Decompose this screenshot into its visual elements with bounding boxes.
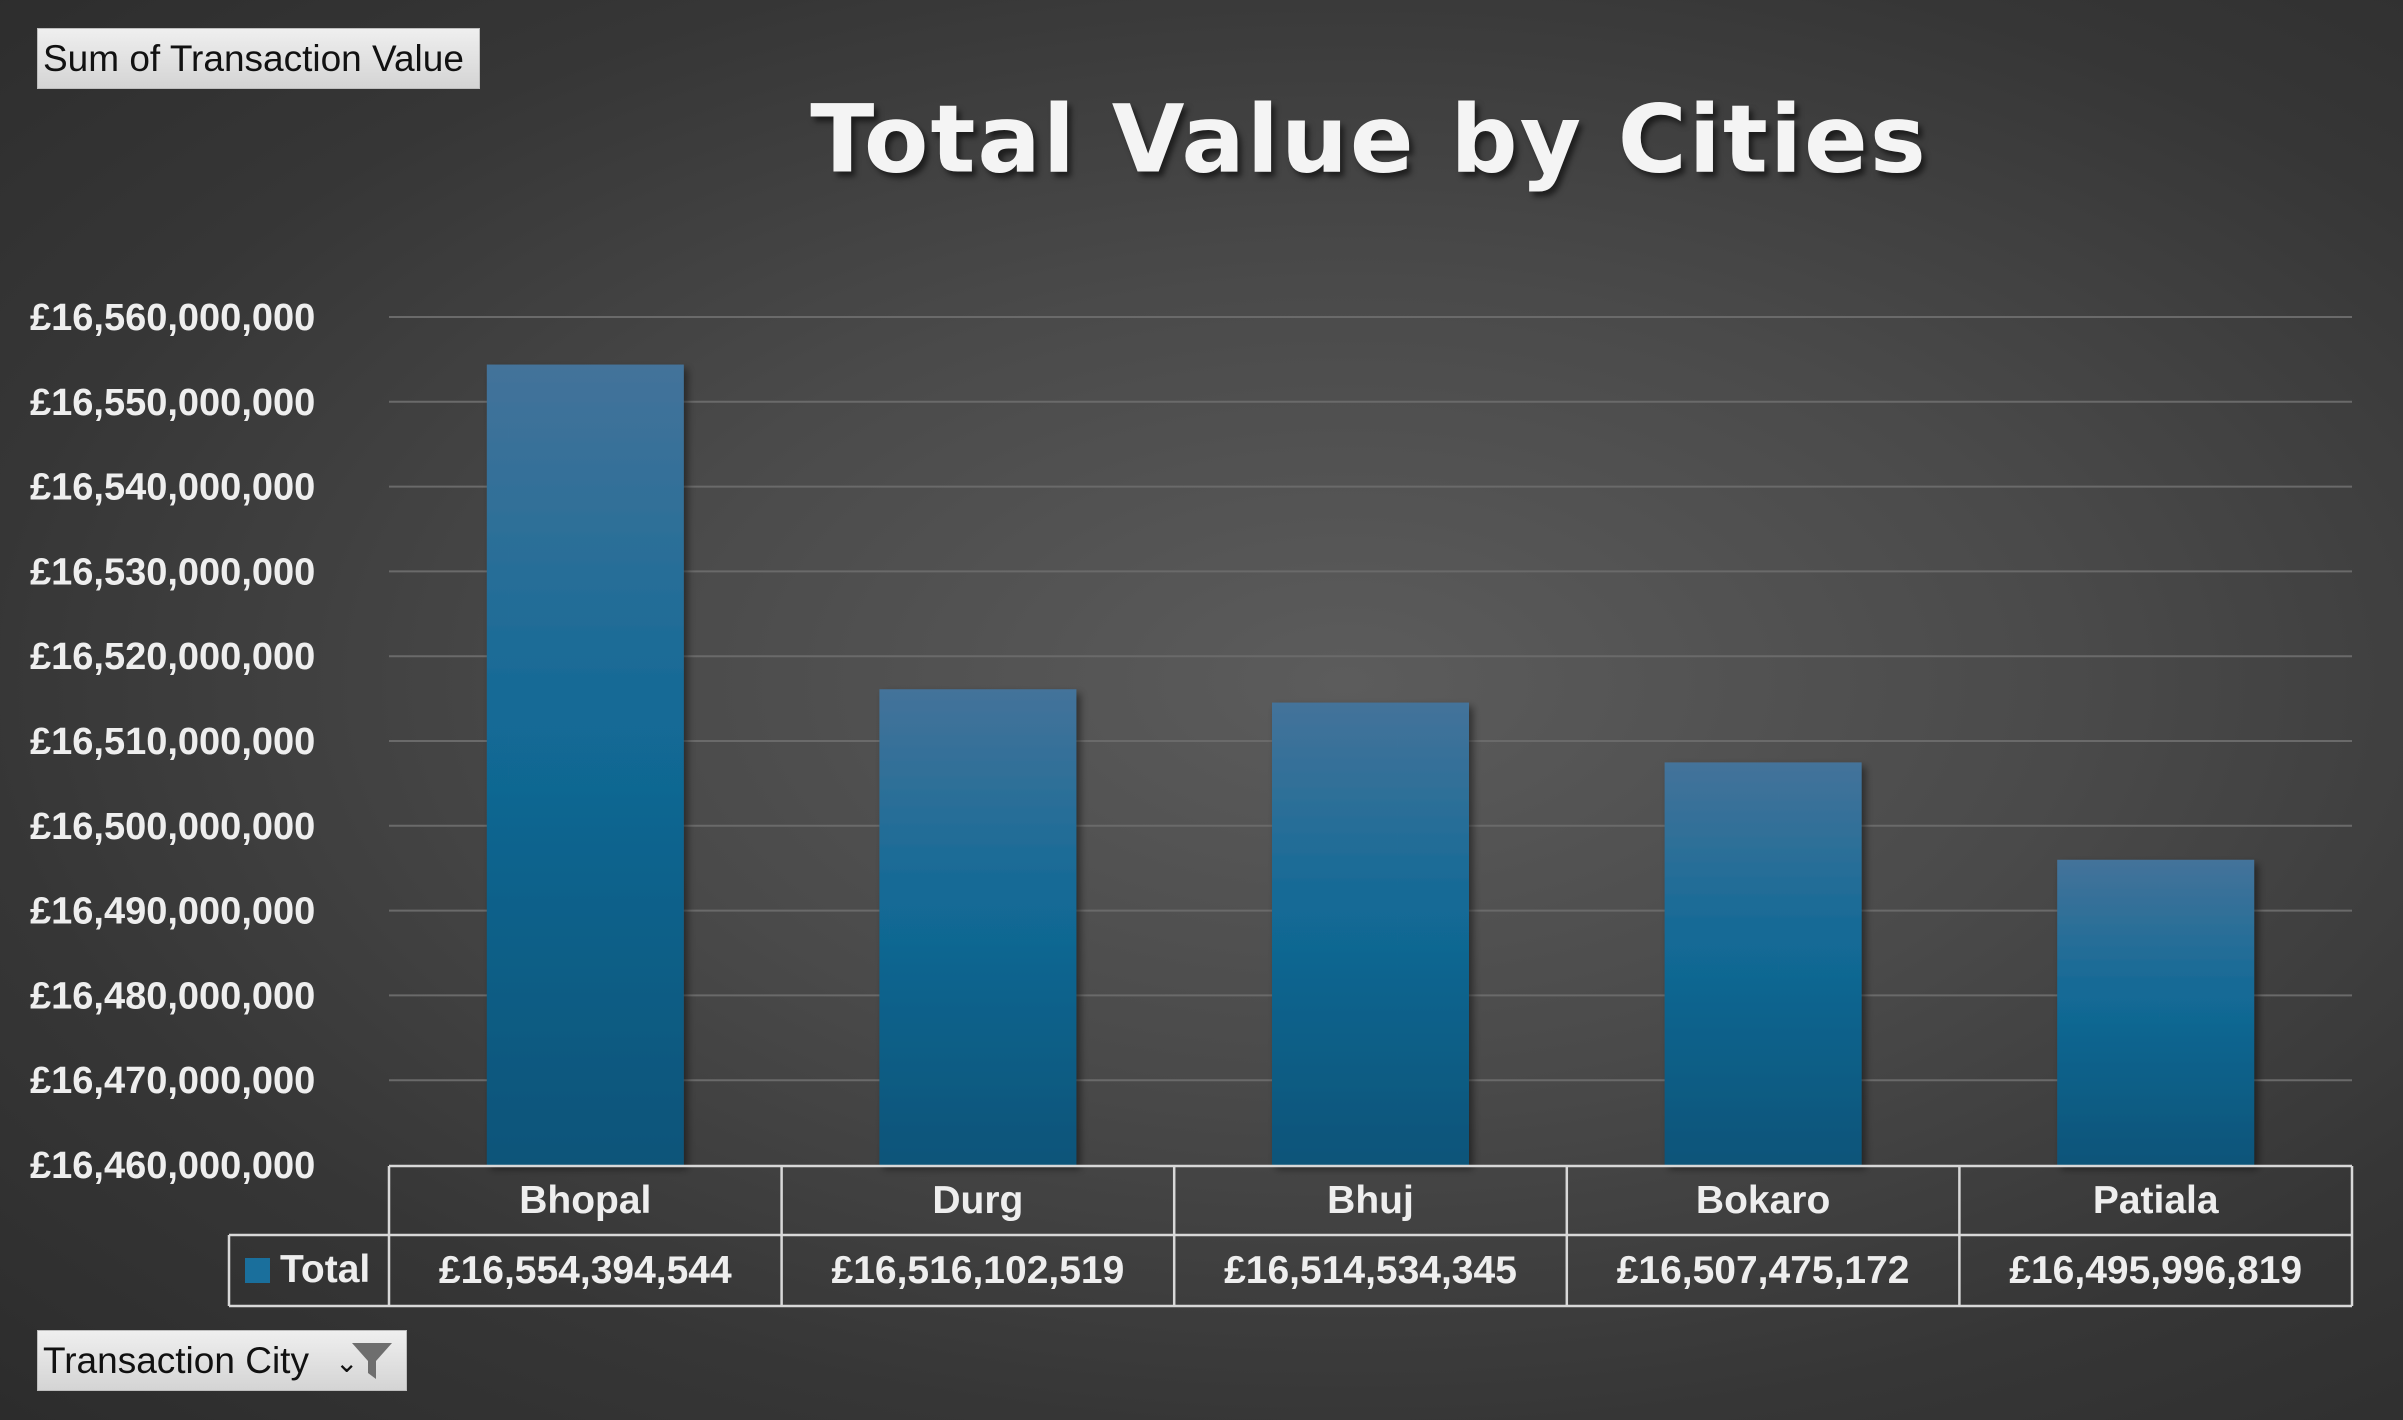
y-tick-label: £16,550,000,000 xyxy=(30,382,315,424)
value-field-button[interactable]: Sum of Transaction Value xyxy=(37,28,480,89)
value-field-label: Sum of Transaction Value xyxy=(43,37,464,79)
bar-bhopal xyxy=(486,364,684,1165)
legend-key xyxy=(245,1258,270,1283)
y-tick-label: £16,490,000,000 xyxy=(30,891,315,933)
dropdown-arrow-icon[interactable]: ⌄ xyxy=(335,1347,359,1378)
data-table-value: £16,516,102,519 xyxy=(832,1249,1125,1292)
series-name: Total xyxy=(280,1248,370,1291)
y-tick-label: £16,470,000,000 xyxy=(30,1060,315,1102)
category-label: Patiala xyxy=(2093,1179,2219,1222)
y-tick-label: £16,530,000,000 xyxy=(30,551,315,593)
data-table-value: £16,507,475,172 xyxy=(1617,1249,1910,1292)
y-tick-label: £16,460,000,000 xyxy=(30,1145,315,1187)
category-label: Bhuj xyxy=(1327,1179,1414,1222)
data-table-value: £16,514,534,345 xyxy=(1224,1249,1517,1292)
bars xyxy=(486,364,2255,1165)
y-axis-tick-labels: £16,460,000,000 £16,470,000,000 £16,480,00… xyxy=(30,297,315,1187)
category-label: Durg xyxy=(932,1179,1023,1222)
city-field-label: Transaction City xyxy=(43,1339,309,1381)
bar-bhuj xyxy=(1272,702,1469,1165)
data-table-value: £16,495,996,819 xyxy=(2009,1249,2302,1292)
filter-icon[interactable] xyxy=(350,1339,394,1383)
city-field-button[interactable]: Transaction City ⌄ xyxy=(37,1330,407,1391)
data-table-value: £16,554,394,544 xyxy=(439,1249,732,1292)
bar-patiala xyxy=(2057,859,2255,1165)
category-label: Bhopal xyxy=(519,1179,651,1222)
y-tick-label: £16,520,000,000 xyxy=(30,636,315,678)
y-tick-label: £16,480,000,000 xyxy=(30,975,315,1017)
y-tick-label: £16,500,000,000 xyxy=(30,806,315,848)
bar-bokaro xyxy=(1664,762,1862,1165)
y-tick-label: £16,540,000,000 xyxy=(30,467,315,509)
bar-durg xyxy=(879,689,1077,1165)
category-label: Bokaro xyxy=(1696,1179,1830,1222)
y-tick-label: £16,510,000,000 xyxy=(30,721,315,763)
y-tick-label: £16,560,000,000 xyxy=(30,297,315,339)
chart-title: Total Value by Cities xyxy=(810,85,1928,195)
data-table: Bhopal £16,554,394,544 Durg £16,516,102,519… xyxy=(227,1164,2354,1308)
